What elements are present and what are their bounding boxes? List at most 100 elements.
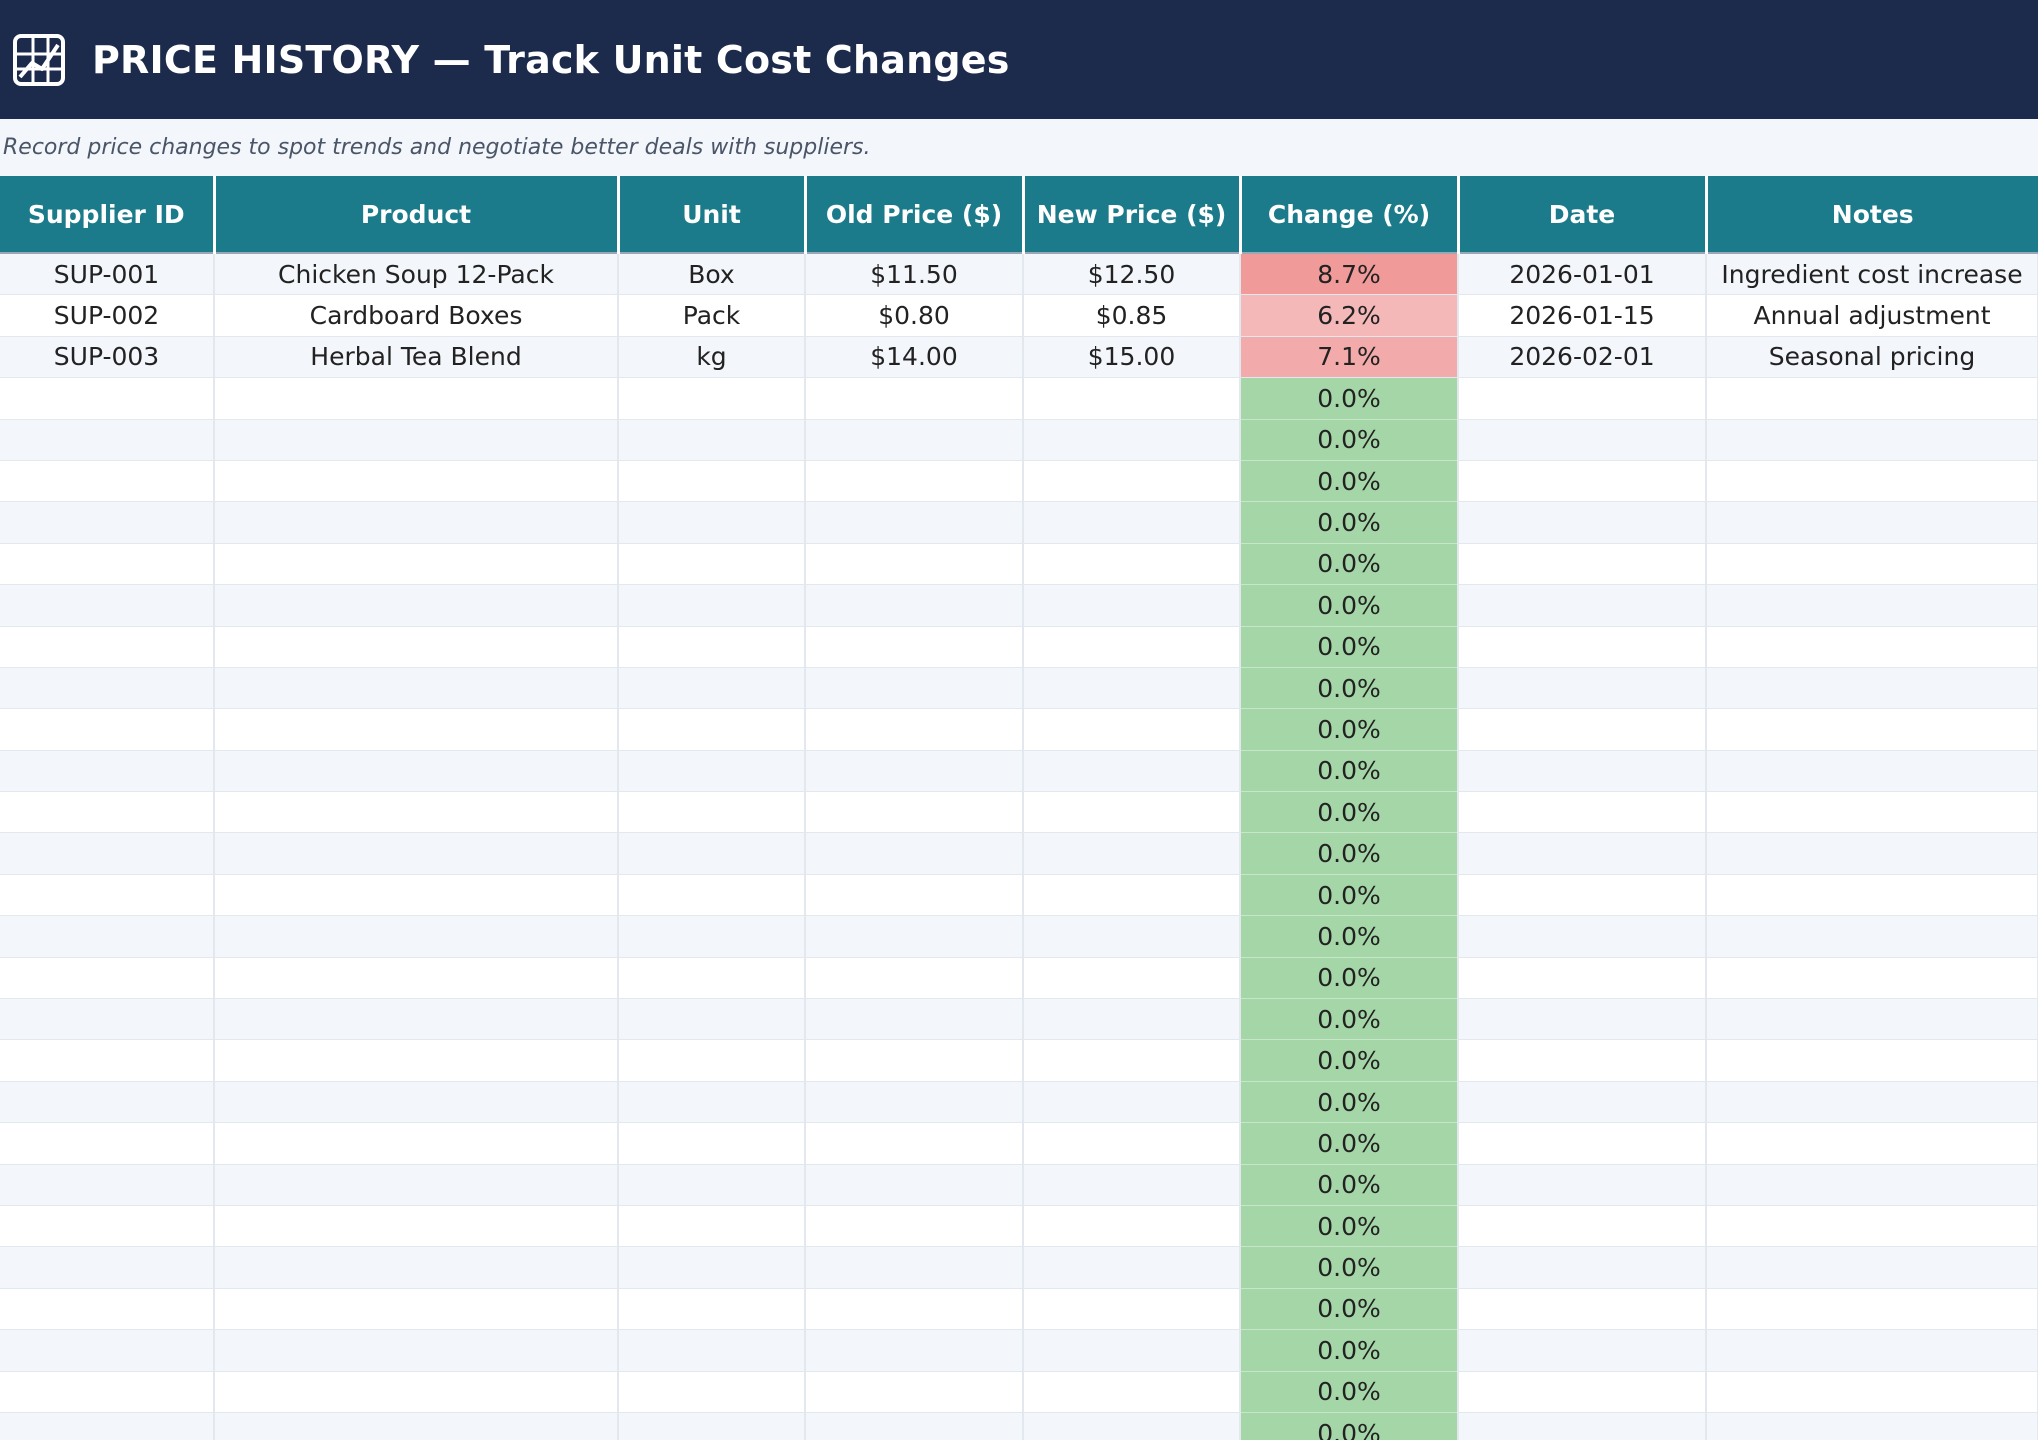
cell-notes[interactable] [1706,832,2038,875]
cell-change[interactable]: 0.0% [1240,1164,1459,1206]
cell-supplier-id[interactable] [0,460,215,503]
cell-unit[interactable] [618,1371,806,1413]
column-header-unit[interactable]: Unit [618,176,807,254]
cell-date[interactable] [1458,460,1707,503]
cell-notes[interactable] [1706,1246,2038,1289]
cell-product[interactable] [214,1246,619,1289]
cell-old-price[interactable] [805,1329,1024,1372]
cell-change[interactable]: 0.0% [1240,626,1459,668]
cell-change[interactable]: 0.0% [1240,460,1459,503]
cell-new-price[interactable] [1023,667,1241,710]
cell-date[interactable] [1458,1164,1707,1206]
cell-old-price[interactable] [805,1288,1024,1331]
cell-change[interactable]: 0.0% [1240,377,1459,420]
cell-date[interactable] [1458,501,1707,544]
cell-unit[interactable] [618,998,806,1041]
cell-notes[interactable] [1706,791,2038,834]
cell-date[interactable] [1458,419,1707,461]
cell-old-price[interactable] [805,832,1024,875]
cell-unit[interactable] [618,1288,806,1331]
cell-supplier-id[interactable] [0,750,215,793]
cell-supplier-id[interactable] [0,998,215,1041]
cell-product[interactable] [214,832,619,875]
cell-supplier-id[interactable] [0,708,215,751]
cell-product[interactable] [214,626,619,668]
cell-notes[interactable] [1706,543,2038,586]
cell-unit[interactable] [618,584,806,627]
cell-product[interactable] [214,874,619,917]
cell-change[interactable]: 0.0% [1240,1081,1459,1124]
cell-product[interactable] [214,1081,619,1124]
cell-date[interactable] [1458,1122,1707,1165]
cell-product[interactable] [214,957,619,1000]
cell-supplier-id[interactable] [0,543,215,586]
cell-unit[interactable] [618,543,806,586]
cell-new-price[interactable] [1023,998,1241,1041]
cell-new-price[interactable] [1023,915,1241,958]
cell-notes[interactable]: Annual adjustment [1706,294,2038,337]
cell-notes[interactable] [1706,1329,2038,1372]
cell-old-price[interactable]: $0.80 [805,294,1024,337]
cell-new-price[interactable] [1023,460,1241,503]
cell-new-price[interactable] [1023,1288,1241,1331]
cell-date[interactable] [1458,915,1707,958]
cell-new-price[interactable] [1023,584,1241,627]
cell-old-price[interactable] [805,1412,1024,1440]
cell-old-price[interactable] [805,915,1024,958]
cell-old-price[interactable]: $11.50 [805,253,1024,296]
cell-notes[interactable]: Seasonal pricing [1706,336,2038,379]
cell-date[interactable] [1458,1288,1707,1331]
cell-product[interactable] [214,501,619,544]
cell-unit[interactable] [618,1164,806,1206]
cell-change[interactable]: 0.0% [1240,1205,1459,1248]
cell-product[interactable] [214,1288,619,1331]
cell-product[interactable] [214,1329,619,1372]
cell-change[interactable]: 8.7% [1240,253,1459,296]
cell-unit[interactable] [618,1122,806,1165]
cell-date[interactable]: 2026-01-15 [1458,294,1707,337]
cell-new-price[interactable] [1023,626,1241,668]
cell-product[interactable] [214,708,619,751]
cell-notes[interactable] [1706,1122,2038,1165]
cell-unit[interactable] [618,1039,806,1082]
cell-new-price[interactable] [1023,1122,1241,1165]
cell-old-price[interactable] [805,791,1024,834]
cell-product[interactable] [214,584,619,627]
cell-unit[interactable] [618,1329,806,1372]
cell-product[interactable] [214,750,619,793]
cell-new-price[interactable] [1023,791,1241,834]
cell-notes[interactable] [1706,1412,2038,1440]
cell-new-price[interactable] [1023,377,1241,420]
cell-notes[interactable]: Ingredient cost increase [1706,253,2038,296]
cell-product[interactable]: Chicken Soup 12-Pack [214,253,619,296]
cell-supplier-id[interactable] [0,915,215,958]
cell-supplier-id[interactable] [0,626,215,668]
cell-supplier-id[interactable] [0,1246,215,1289]
cell-date[interactable]: 2026-02-01 [1458,336,1707,379]
cell-supplier-id[interactable] [0,1122,215,1165]
cell-date[interactable] [1458,543,1707,586]
cell-new-price[interactable] [1023,874,1241,917]
cell-old-price[interactable] [805,667,1024,710]
cell-old-price[interactable] [805,874,1024,917]
cell-supplier-id[interactable] [0,1081,215,1124]
cell-change[interactable]: 0.0% [1240,1412,1459,1440]
cell-notes[interactable] [1706,874,2038,917]
cell-old-price[interactable] [805,957,1024,1000]
cell-product[interactable] [214,1122,619,1165]
cell-unit[interactable] [618,1081,806,1124]
cell-new-price[interactable] [1023,1412,1241,1440]
cell-notes[interactable] [1706,460,2038,503]
cell-old-price[interactable] [805,377,1024,420]
cell-date[interactable] [1458,957,1707,1000]
cell-supplier-id[interactable] [0,1164,215,1206]
cell-date[interactable] [1458,1329,1707,1372]
cell-old-price[interactable] [805,1164,1024,1206]
cell-old-price[interactable] [805,1081,1024,1124]
cell-notes[interactable] [1706,419,2038,461]
cell-change[interactable]: 0.0% [1240,998,1459,1041]
cell-unit[interactable] [618,832,806,875]
cell-product[interactable] [214,377,619,420]
cell-supplier-id[interactable] [0,832,215,875]
cell-date[interactable] [1458,626,1707,668]
